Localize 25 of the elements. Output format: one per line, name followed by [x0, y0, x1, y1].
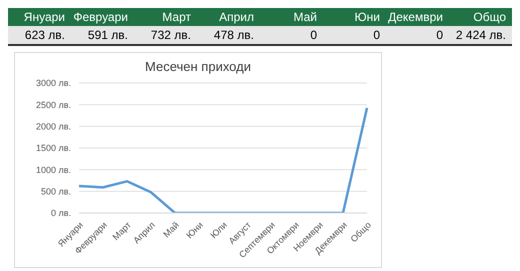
text: 478 лв. — [212, 27, 255, 44]
line-series — [78, 106, 368, 213]
text: 0 — [372, 27, 381, 44]
y-tick-label: 3000 лв. — [36, 78, 71, 88]
text: Февруари — [72, 9, 129, 26]
text: 591 лв. — [86, 27, 129, 44]
text: Общо — [472, 9, 507, 26]
text: Юни — [354, 9, 381, 26]
text: 2 424 лв. — [454, 27, 507, 44]
y-tick-label: 1000 лв. — [36, 164, 71, 175]
text: 0 — [309, 27, 318, 44]
text: Април — [218, 9, 255, 26]
y-tick-label: 1500 лв. — [36, 143, 71, 154]
text: Декември — [387, 9, 444, 26]
text: 0 — [435, 27, 444, 44]
chart-title: Месечен приходи — [144, 59, 252, 76]
y-tick-label: 2000 лв. — [36, 122, 71, 132]
y-tick-label: 0 лв. — [50, 208, 71, 218]
y-tick-label: 2500 лв. — [36, 100, 71, 110]
text: Март — [161, 9, 192, 26]
text: Май — [292, 9, 318, 26]
y-tick-label: 500 лв. — [40, 186, 71, 197]
text: 623 лв. — [24, 27, 66, 44]
text: 732 лв. — [150, 27, 192, 44]
text: Януари — [22, 9, 66, 26]
